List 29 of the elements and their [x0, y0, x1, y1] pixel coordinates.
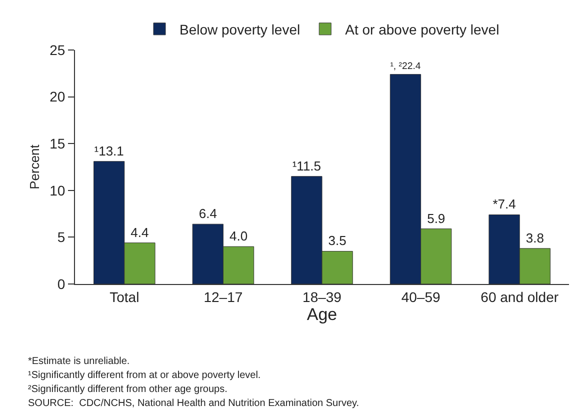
x-tick-label: 12–17 [204, 288, 243, 305]
data-label: 5.9 [427, 210, 446, 226]
data-label: ¹13.1 [94, 143, 124, 158]
legend-label: At or above poverty level [345, 21, 500, 38]
x-tick-label: 40–59 [401, 288, 440, 305]
y-tick-label: 20 [50, 88, 66, 105]
data-label: 4.0 [229, 228, 248, 244]
legend-label: Below poverty level [180, 21, 300, 38]
text: ¹Significantly different from at or above poverty level. [28, 370, 261, 381]
x-tick-label: 60 and older [480, 288, 559, 305]
y-tick-label: 0 [57, 276, 66, 292]
data-label: ¹11.5 [292, 158, 322, 174]
x-tick-label: 18–39 [302, 288, 342, 305]
y-tick-label: 25 [50, 42, 66, 58]
data-label: ¹, ²22.4 [390, 61, 422, 72]
data-label: 6.4 [198, 206, 217, 222]
data-label: 3.8 [526, 230, 544, 246]
source-note: SOURCE: CDC/NCHS, National Health and Nutrition Examination Survey. [28, 398, 360, 409]
y-tick-label: 15 [50, 136, 66, 152]
text: *Estimate is unreliable. [28, 356, 130, 367]
y-tick-label: 10 [50, 182, 66, 198]
data-label: *7.4 [492, 196, 516, 212]
data-label: 3.5 [328, 233, 346, 248]
text: ²Significantly different from other age groups. [28, 384, 228, 395]
data-label: 4.4 [130, 224, 149, 240]
x-tick-label: Total [110, 288, 140, 305]
y-axis-title: Percent [27, 144, 42, 190]
x-axis-title: Age [306, 304, 338, 324]
y-tick-label: 5 [57, 229, 66, 246]
